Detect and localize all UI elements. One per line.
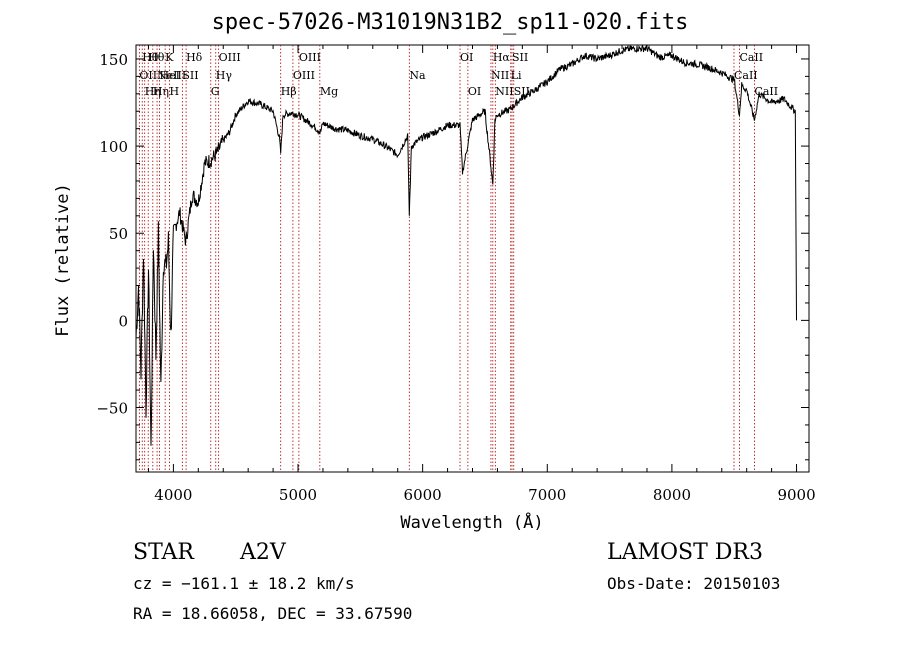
ra-dec: RA = 18.66058, DEC = 33.67590 (133, 604, 413, 623)
line-marker-label-10: Hδ (186, 51, 203, 64)
line-marker-label-13: OIII (219, 51, 241, 64)
spectrum-series (135, 44, 797, 446)
line-marker-label-2: Hη (145, 85, 161, 98)
line-marker-label-4: Hη (153, 85, 169, 98)
line-marker-label-6: HeI (160, 69, 180, 82)
line-marker-label-9: SII (182, 69, 198, 82)
x-tick-label: 7000 (528, 486, 566, 504)
line-marker-label-1: Hθ (142, 51, 159, 64)
x-tick-label: 5000 (279, 486, 317, 504)
line-marker-label-29: CaII (754, 85, 778, 98)
axis-ticks: 4000 5000 6000 7000 8000 9000 −50 0 50 100 150 (96, 45, 816, 504)
line-marker-label-3: Hθ (148, 51, 165, 64)
line-marker-label-8: H (170, 85, 180, 98)
line-marker-label-17: Mg (320, 85, 338, 98)
y-tick-label: −50 (96, 400, 128, 418)
line-marker-labels: OIIHθHηHθHηNeIIIHeIKHSIIHδGHγOIIIHβOIIIO… (139, 51, 778, 98)
y-axis-label: Flux (relative) (53, 183, 73, 337)
line-marker-label-15: OIII (293, 69, 315, 82)
observation-date: Obs-Date: 20150103 (607, 574, 781, 593)
y-tick-label: 0 (118, 312, 128, 330)
line-marker-label-7: K (165, 51, 174, 64)
line-marker-label-0: OII (139, 69, 157, 82)
line-marker-label-11: G (211, 85, 220, 98)
spectral-subclass: A2V (240, 540, 286, 565)
x-tick-label: 6000 (404, 486, 442, 504)
line-marker-label-19: OI (460, 51, 473, 64)
plot-frame (135, 44, 810, 473)
line-marker-label-27: CaII (734, 69, 758, 82)
line-marker-label-18: Na (409, 69, 426, 82)
y-tick-label: 100 (99, 138, 128, 156)
x-tick-label: 8000 (653, 486, 691, 504)
line-marker-label-12: Hγ (216, 69, 233, 82)
x-tick-label: 9000 (777, 486, 815, 504)
line-marker-label-16: OIII (299, 51, 321, 64)
y-tick-label: 150 (99, 51, 128, 69)
line-marker-label-22: Hα (493, 51, 511, 64)
redshift-cz: cz = −161.1 ± 18.2 km/s (133, 574, 355, 593)
line-marker-label-20: OI (468, 85, 481, 98)
line-marker-label-21: NII (491, 69, 509, 82)
line-marker-label-24: Li (511, 69, 522, 82)
line-markers (138, 45, 755, 472)
line-marker-label-25: SII (512, 51, 528, 64)
line-marker-label-14: Hβ (281, 85, 297, 98)
x-tick-label: 4000 (154, 486, 192, 504)
line-marker-label-23: NII (495, 85, 513, 98)
spectrum-line (135, 44, 797, 446)
line-marker-label-5: NeIII (157, 69, 186, 82)
line-marker-label-28: CaII (739, 51, 763, 64)
chart-title: spec-57026-M31019N31B2_sp11-020.fits (211, 10, 689, 35)
object-class: STAR (133, 540, 194, 565)
x-axis-label: Wavelength (Å) (400, 511, 543, 533)
y-tick-label: 50 (109, 225, 128, 243)
line-marker-label-26: SII (514, 85, 530, 98)
survey-name: LAMOST DR3 (607, 540, 763, 565)
